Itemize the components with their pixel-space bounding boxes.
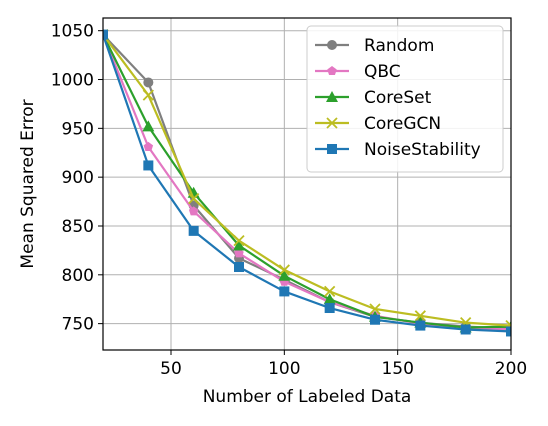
legend-marker-noisestability bbox=[327, 144, 337, 154]
series-line-coreset bbox=[103, 34, 511, 329]
data-point-coregcn bbox=[278, 264, 290, 276]
plot-frame bbox=[102, 17, 512, 351]
data-point-coreset bbox=[323, 293, 336, 305]
series-line-noisestability bbox=[103, 34, 511, 333]
legend-label-qbc: QBC bbox=[364, 62, 401, 82]
y-tick-label: 750 bbox=[62, 315, 94, 335]
data-point-noisestability bbox=[324, 303, 335, 314]
y-tick-label: 950 bbox=[62, 119, 94, 139]
legend-label-coregcn: CoreGCN bbox=[364, 114, 441, 134]
data-point-random bbox=[143, 77, 154, 88]
data-point-noisestability bbox=[234, 262, 244, 272]
y-tick-label: 850 bbox=[62, 217, 94, 237]
axis-ticks: 50 100 150 200 750 800 850 900 950 1000 1050 bbox=[51, 22, 527, 379]
data-point-coregcn bbox=[369, 303, 381, 315]
data-point-coregcn bbox=[233, 234, 245, 247]
data-point-noisestability bbox=[370, 314, 380, 325]
data-point-coregcn bbox=[414, 310, 426, 322]
data-point-qbc bbox=[234, 248, 244, 258]
legend-items: Random QBC CoreSet CoreGCN NoiseStability bbox=[315, 36, 481, 160]
series-layer bbox=[103, 28, 511, 337]
legend-item-coregcn: CoreGCN bbox=[315, 114, 441, 134]
data-point-qbc bbox=[188, 206, 199, 216]
legend-item-coreset: CoreSet bbox=[315, 88, 432, 108]
legend-marker-coreset bbox=[326, 91, 338, 102]
legend-marker-coregcn bbox=[326, 117, 338, 129]
x-tick-label: 150 bbox=[381, 359, 413, 379]
legend-label-coreset: CoreSet bbox=[364, 88, 432, 108]
data-point-coregcn bbox=[142, 89, 154, 101]
legend-item-noisestability: NoiseStability bbox=[315, 140, 481, 160]
data-point-qbc bbox=[143, 141, 154, 151]
data-point-noisestability bbox=[415, 320, 426, 331]
data-point-coregcn bbox=[188, 193, 200, 205]
data-point-coregcn bbox=[324, 285, 336, 298]
y-tick-label: 800 bbox=[62, 266, 94, 286]
series-line-coregcn bbox=[103, 33, 511, 327]
x-axis-title: Number of Labeled Data bbox=[203, 387, 412, 407]
y-tick-label: 900 bbox=[62, 168, 94, 188]
legend-item-qbc: QBC bbox=[315, 62, 401, 82]
legend-marker-random bbox=[327, 40, 337, 50]
legend-box bbox=[306, 25, 504, 173]
legend-item-random: Random bbox=[315, 36, 434, 56]
data-point-noisestability bbox=[188, 225, 199, 236]
data-point-noisestability bbox=[279, 286, 290, 297]
x-tick-label: 200 bbox=[495, 359, 527, 379]
series-noisestability bbox=[103, 29, 511, 337]
legend-label-random: Random bbox=[364, 36, 434, 56]
legend-marker-qbc bbox=[327, 66, 337, 76]
y-tick-label: 1050 bbox=[51, 22, 94, 42]
x-tick-label: 100 bbox=[268, 359, 300, 379]
legend: Random QBC CoreSet CoreGCN NoiseStability bbox=[306, 25, 504, 173]
data-point-noisestability bbox=[506, 326, 511, 337]
y-axis-title: Mean Squared Error bbox=[18, 99, 38, 268]
legend-label-noisestability: NoiseStability bbox=[364, 140, 481, 160]
x-tick-label: 50 bbox=[160, 359, 182, 379]
series-coregcn bbox=[103, 28, 511, 332]
data-point-coreset bbox=[233, 239, 245, 251]
data-point-noisestability bbox=[103, 29, 108, 40]
y-tick-label: 1000 bbox=[51, 71, 94, 91]
data-point-coreset bbox=[278, 269, 291, 281]
data-point-noisestability bbox=[460, 324, 471, 335]
data-point-noisestability bbox=[143, 160, 154, 171]
data-point-coreset bbox=[142, 120, 155, 132]
